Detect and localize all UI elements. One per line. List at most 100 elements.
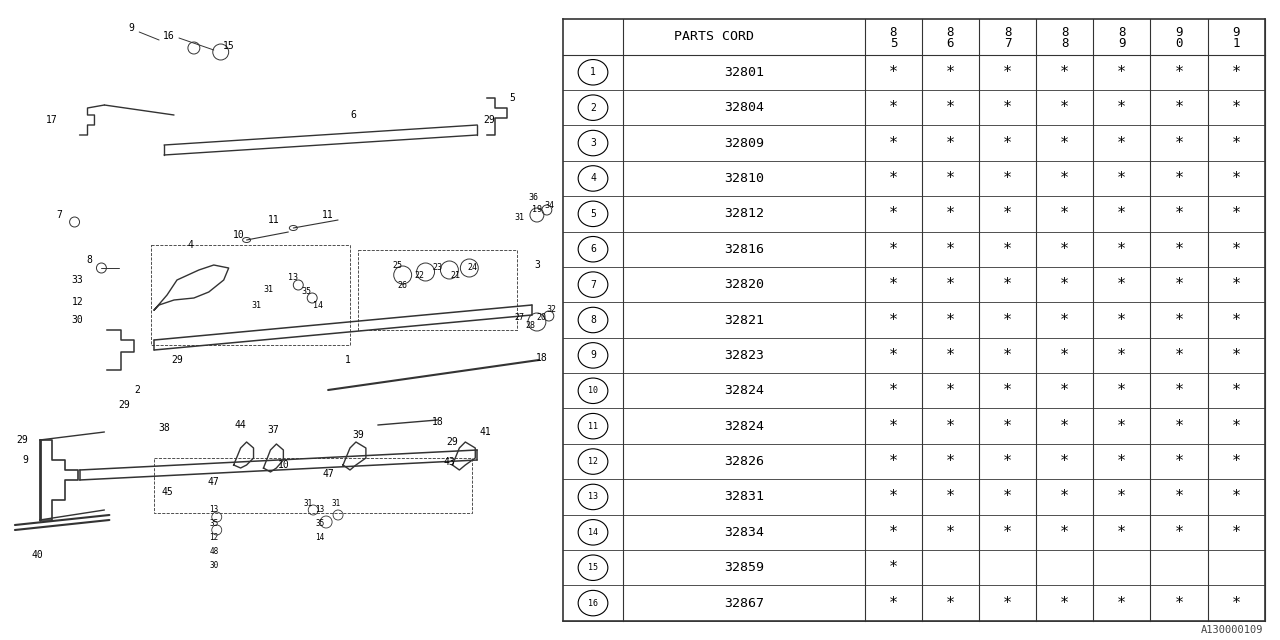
Text: *: * [1060,277,1069,292]
Text: 36: 36 [527,193,538,202]
Text: 32810: 32810 [723,172,764,185]
Text: 9: 9 [22,455,28,465]
Text: *: * [1231,596,1240,611]
Text: *: * [1231,348,1240,363]
Text: *: * [1175,490,1184,504]
Text: 5: 5 [590,209,596,219]
Text: 32859: 32859 [723,561,764,574]
Text: *: * [1060,65,1069,80]
Text: *: * [1231,171,1240,186]
Text: *: * [1060,348,1069,363]
Text: *: * [888,206,899,221]
Text: 1: 1 [346,355,351,365]
Text: *: * [888,100,899,115]
Text: 12: 12 [209,534,219,543]
Text: 2: 2 [590,102,596,113]
Bar [151,245,349,345]
Text: 6: 6 [590,244,596,254]
Text: A130000109: A130000109 [1201,625,1263,635]
Text: 33: 33 [72,275,83,285]
Text: 40: 40 [32,550,44,560]
Text: 35: 35 [316,520,325,529]
Text: *: * [1117,65,1126,80]
Text: 27: 27 [515,314,524,323]
Text: 7: 7 [1004,36,1011,50]
Text: 31: 31 [252,301,261,310]
Text: *: * [1004,206,1012,221]
Text: 29: 29 [15,435,28,445]
Text: *: * [1117,525,1126,540]
Text: *: * [888,490,899,504]
Text: *: * [1004,100,1012,115]
Text: *: * [1004,171,1012,186]
Text: *: * [1060,136,1069,150]
Text: *: * [1060,206,1069,221]
Text: 34: 34 [545,200,554,209]
Text: *: * [1060,454,1069,469]
Text: 32826: 32826 [723,455,764,468]
Text: *: * [1231,277,1240,292]
Text: 32867: 32867 [723,596,764,610]
Text: *: * [1004,454,1012,469]
Text: 32821: 32821 [723,314,764,326]
Text: *: * [1117,277,1126,292]
Text: 1: 1 [1233,36,1240,50]
Text: *: * [1175,419,1184,434]
Text: 15: 15 [223,41,234,51]
Text: *: * [1175,65,1184,80]
Text: 7: 7 [590,280,596,290]
Text: *: * [1231,100,1240,115]
Text: 5: 5 [890,36,897,50]
Text: *: * [1117,348,1126,363]
Text: *: * [1060,100,1069,115]
Text: 15: 15 [588,563,598,572]
Text: *: * [946,419,955,434]
Text: *: * [1175,525,1184,540]
Text: 7: 7 [56,210,63,220]
Text: 32809: 32809 [723,136,764,150]
Text: *: * [1004,596,1012,611]
Text: *: * [946,383,955,398]
Text: *: * [946,454,955,469]
Text: *: * [1060,312,1069,328]
Text: 13: 13 [288,273,298,282]
Text: 35: 35 [301,287,311,296]
Text: 8: 8 [590,315,596,325]
Text: *: * [1175,383,1184,398]
Text: *: * [946,277,955,292]
Text: 8: 8 [87,255,92,265]
Text: *: * [888,312,899,328]
Text: *: * [888,277,899,292]
Text: 20: 20 [536,314,547,323]
Text: *: * [1231,65,1240,80]
Text: 4: 4 [590,173,596,184]
Text: 32812: 32812 [723,207,764,220]
Text: 24: 24 [467,264,477,273]
Text: *: * [946,348,955,363]
Text: 12: 12 [588,457,598,466]
Text: *: * [946,206,955,221]
Text: 13: 13 [588,492,598,502]
Text: 8: 8 [1119,26,1125,39]
Text: 6: 6 [349,110,356,120]
Text: *: * [1117,490,1126,504]
Text: *: * [946,65,955,80]
Text: 14: 14 [588,528,598,537]
Text: 30: 30 [209,561,219,570]
Text: 8: 8 [1061,26,1069,39]
Text: *: * [1175,171,1184,186]
Text: 38: 38 [159,423,170,433]
Text: 28: 28 [525,321,535,330]
Text: *: * [946,100,955,115]
Text: *: * [1231,242,1240,257]
Text: 44: 44 [234,420,247,430]
Text: *: * [1175,312,1184,328]
Text: *: * [888,383,899,398]
Text: *: * [888,171,899,186]
Text: *: * [1004,136,1012,150]
Text: 32824: 32824 [723,420,764,433]
Text: 26: 26 [398,280,408,289]
Text: 29: 29 [447,437,458,447]
Text: *: * [1004,383,1012,398]
Text: 32: 32 [547,305,557,314]
